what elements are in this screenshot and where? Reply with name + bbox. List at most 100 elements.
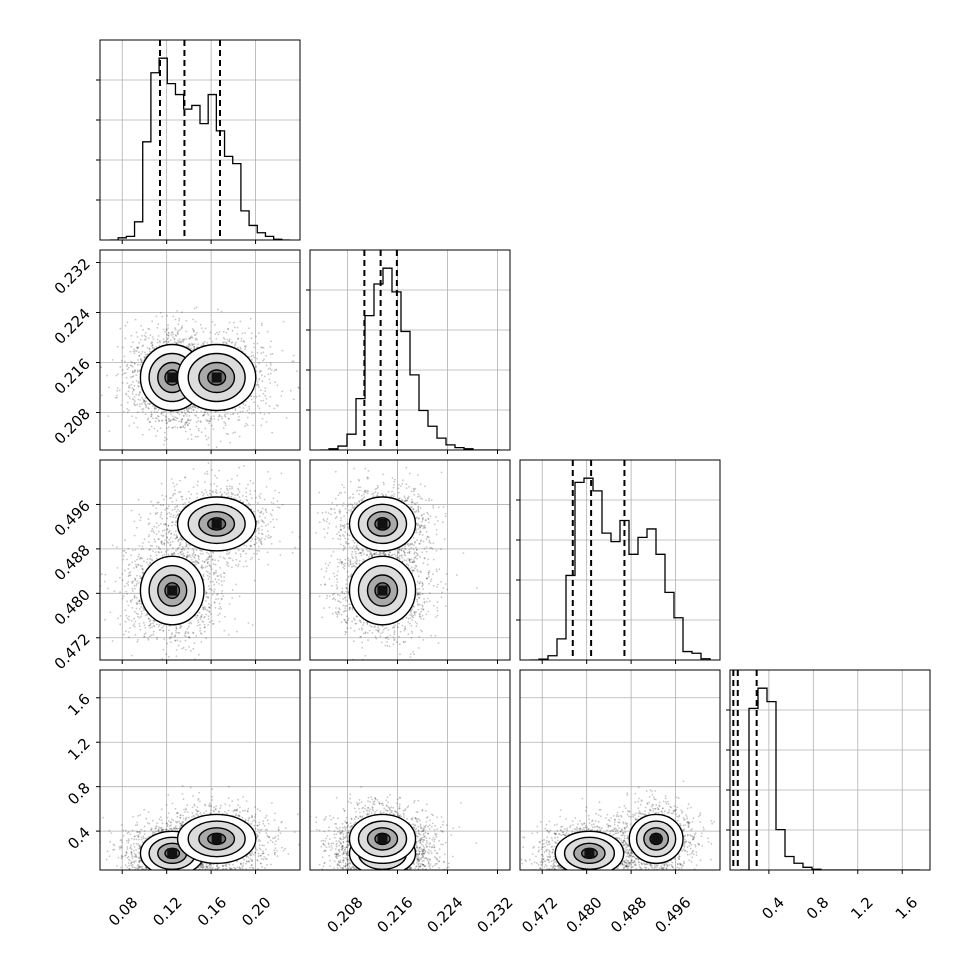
- scatter-point: [210, 416, 213, 418]
- scatter-point: [204, 566, 207, 569]
- scatter-point: [205, 637, 208, 640]
- scatter-point: [217, 579, 220, 581]
- scatter-point: [176, 513, 179, 516]
- scatter-point: [155, 513, 157, 515]
- scatter-point: [266, 551, 269, 554]
- scatter-point: [249, 544, 252, 547]
- scatter-point: [204, 606, 206, 608]
- scatter-point: [194, 435, 197, 438]
- scatter-point: [176, 639, 179, 642]
- scatter-point: [189, 554, 191, 556]
- scatter-point: [278, 506, 281, 509]
- scatter-point: [127, 580, 130, 583]
- scatter-point: [149, 622, 152, 625]
- scatter-point: [164, 419, 167, 422]
- scatter-point: [140, 324, 143, 327]
- scatter-point: [172, 336, 175, 338]
- scatter-point: [151, 559, 154, 562]
- scatter-point: [139, 519, 142, 522]
- scatter-point: [192, 405, 195, 408]
- scatter-point: [197, 435, 199, 438]
- scatter-point: [245, 491, 248, 494]
- scatter-point: [244, 560, 247, 562]
- scatter-point: [149, 624, 151, 627]
- scatter-point: [266, 330, 269, 333]
- scatter-point: [213, 583, 216, 586]
- scatter-point: [211, 424, 213, 427]
- scatter-point: [133, 403, 136, 406]
- scatter-point: [133, 370, 136, 373]
- scatter-point: [183, 555, 186, 557]
- scatter-point: [214, 474, 217, 477]
- scatter-point: [190, 407, 193, 410]
- scatter-point: [242, 565, 245, 568]
- scatter-point: [199, 323, 202, 326]
- scatter-point: [134, 633, 137, 636]
- scatter-point: [225, 432, 228, 435]
- scatter-point: [165, 653, 168, 655]
- scatter-point: [237, 563, 240, 566]
- scatter-point: [186, 551, 189, 554]
- scatter-point: [163, 443, 165, 446]
- scatter-point: [137, 411, 139, 413]
- scatter-point: [129, 627, 131, 629]
- scatter-point: [279, 540, 281, 543]
- scatter-point: [186, 415, 188, 417]
- scatter-point: [138, 623, 141, 625]
- scatter-point: [223, 580, 225, 582]
- scatter-point: [171, 553, 174, 555]
- scatter-point: [138, 405, 141, 408]
- scatter-point: [144, 353, 147, 356]
- scatter-point: [154, 551, 157, 553]
- scatter-point: [143, 624, 146, 627]
- scatter-point: [218, 415, 221, 417]
- scatter-point: [156, 338, 159, 341]
- scatter-point: [173, 635, 176, 638]
- scatter-point: [181, 326, 183, 329]
- scatter-point: [258, 527, 261, 529]
- scatter-point: [227, 417, 230, 420]
- scatter-point: [160, 540, 163, 543]
- scatter-point: [126, 558, 128, 561]
- scatter-point: [168, 529, 171, 532]
- scatter-point: [237, 565, 240, 568]
- scatter-point: [206, 412, 209, 415]
- scatter-point: [136, 346, 138, 349]
- scatter-point: [190, 493, 193, 496]
- scatter-point: [167, 341, 170, 343]
- scatter-point: [251, 624, 254, 626]
- scatter-point: [184, 424, 186, 426]
- scatter-point: [160, 522, 162, 525]
- scatter-point: [151, 320, 154, 323]
- scatter-point: [172, 514, 175, 517]
- scatter-point: [262, 359, 264, 362]
- scatter-point: [134, 400, 136, 403]
- scatter-point: [208, 572, 211, 575]
- scatter-point: [273, 407, 276, 410]
- scatter-point: [221, 417, 224, 420]
- scatter-point: [135, 584, 138, 587]
- scatter-point: [174, 635, 177, 638]
- scatter-point: [187, 418, 190, 421]
- scatter-point: [117, 617, 119, 620]
- scatter-point: [175, 631, 178, 634]
- scatter-point: [202, 492, 205, 495]
- scatter-point: [260, 542, 262, 545]
- scatter-point: [147, 419, 149, 421]
- scatter-point: [228, 340, 230, 342]
- scatter-point: [147, 518, 150, 521]
- scatter-point: [267, 373, 270, 376]
- scatter-point: [191, 558, 193, 561]
- scatter-point: [172, 315, 175, 318]
- scatter-point: [203, 411, 206, 414]
- scatter-point: [260, 374, 263, 377]
- scatter-point: [256, 383, 259, 386]
- scatter-point: [122, 550, 125, 552]
- scatter-point: [160, 542, 163, 544]
- scatter-point: [170, 413, 173, 416]
- scatter-point: [305, 331, 307, 333]
- scatter-point: [264, 538, 266, 540]
- scatter-point: [134, 620, 137, 623]
